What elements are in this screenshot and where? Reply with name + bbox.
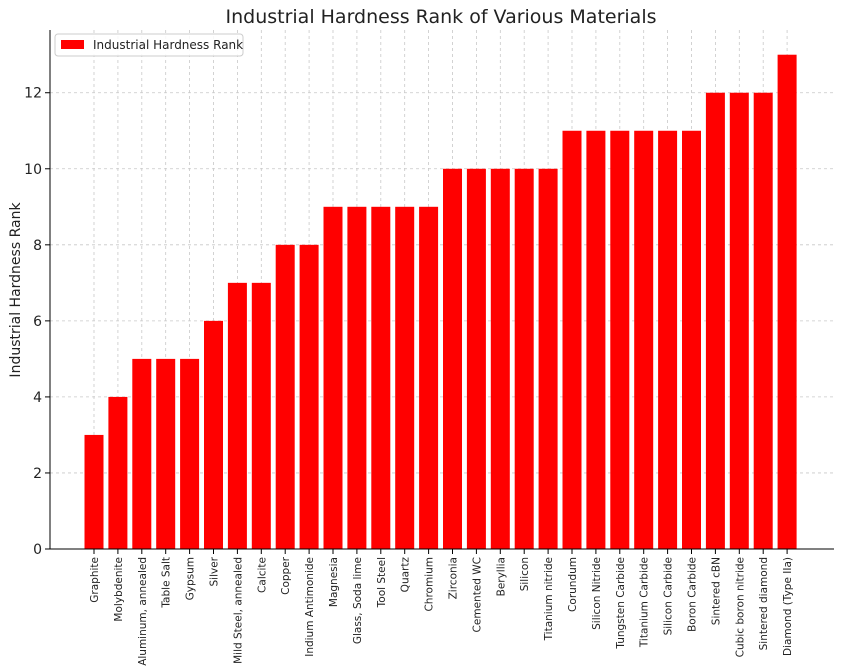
x-tick-label: Tool Steel (376, 557, 388, 608)
x-tick-label: Boron Carbide (687, 557, 699, 632)
x-tick-label: Diamond (Type IIa) (782, 557, 794, 656)
legend: Industrial Hardness Rank (54, 33, 244, 57)
x-tick-label: Cubic boron nitride (734, 557, 746, 657)
bar (514, 168, 534, 549)
bar (323, 206, 343, 550)
x-tick-label: Quartz (400, 557, 412, 593)
x-axis-ticks: Graphite Molybdenite Aluminum, annealed Tab… (89, 549, 794, 666)
bar (490, 168, 510, 549)
x-tick-label: Chromium (424, 557, 436, 612)
x-tick-label: Calcite (256, 557, 268, 593)
chart-title: Industrial Hardness Rank of Various Mate… (226, 6, 657, 28)
y-axis-label: Industrial Hardness Rank (8, 202, 24, 378)
bar (84, 434, 104, 549)
bar (108, 396, 128, 549)
x-tick-label: Magnesia (328, 557, 340, 607)
y-axis-ticks: 0 2 4 6 8 10 12 (24, 86, 50, 558)
y-tick-label: 0 (33, 542, 42, 558)
y-tick-label: 10 (24, 162, 42, 178)
bar (658, 130, 678, 549)
y-tick-label: 8 (33, 238, 42, 254)
x-tick-label: Silicon Nitride (591, 557, 603, 630)
legend-swatch (61, 40, 84, 49)
y-tick-label: 4 (33, 390, 42, 406)
x-tick-label: Silicon Carbide (663, 557, 675, 635)
x-tick-label: Cemented WC (471, 557, 483, 632)
x-tick-label: Sintered cBN (710, 557, 722, 625)
legend-label: Industrial Hardness Rank (93, 38, 243, 52)
y-tick-label: 2 (33, 466, 42, 482)
bar (466, 168, 486, 549)
bar (227, 282, 247, 549)
y-tick-label: 6 (33, 314, 42, 330)
bar (443, 168, 462, 549)
x-tick-label: Graphite (89, 557, 101, 603)
bar (132, 358, 152, 549)
bar (586, 130, 606, 549)
bar (538, 168, 558, 549)
x-tick-label: Titanium nitride (543, 557, 555, 641)
x-tick-label: Mild Steel, annealed (232, 557, 244, 664)
x-tick-label: Titanium Carbide (639, 557, 651, 648)
bar (251, 282, 271, 549)
bar (634, 130, 654, 549)
x-tick-label: Tungsten Carbide (615, 557, 627, 650)
x-tick-label: Sintered diamond (758, 557, 770, 650)
bar (371, 206, 391, 550)
bar (419, 206, 439, 550)
bar (275, 244, 295, 550)
bar (395, 206, 415, 550)
bar (753, 92, 773, 549)
x-tick-label: Indium Antimonide (304, 557, 316, 657)
bar (562, 130, 582, 549)
bar-series (84, 54, 797, 550)
x-tick-label: Glass, Soda lime (352, 557, 364, 644)
bar (682, 130, 701, 549)
x-tick-label: Silicon (519, 557, 531, 591)
bar (299, 244, 319, 550)
bar (610, 130, 630, 549)
x-tick-label: Aluminum, annealed (137, 557, 149, 666)
bar (729, 92, 749, 549)
y-tick-label: 12 (24, 86, 42, 102)
x-tick-label: Zirconia (448, 557, 460, 599)
bar (204, 320, 223, 549)
bar (156, 358, 176, 549)
x-tick-label: Corundum (567, 557, 579, 612)
bar (777, 54, 797, 549)
x-tick-label: Table Salt (161, 557, 173, 609)
x-tick-label: Beryllia (495, 557, 507, 596)
x-tick-label: Copper (280, 556, 292, 595)
legend-box (54, 33, 244, 57)
bar (180, 358, 200, 549)
x-tick-label: Molybdenite (113, 557, 125, 622)
bar (705, 92, 725, 549)
x-tick-label: Gypsum (185, 557, 197, 600)
x-tick-label: Silver (209, 556, 221, 586)
bar (347, 206, 367, 550)
